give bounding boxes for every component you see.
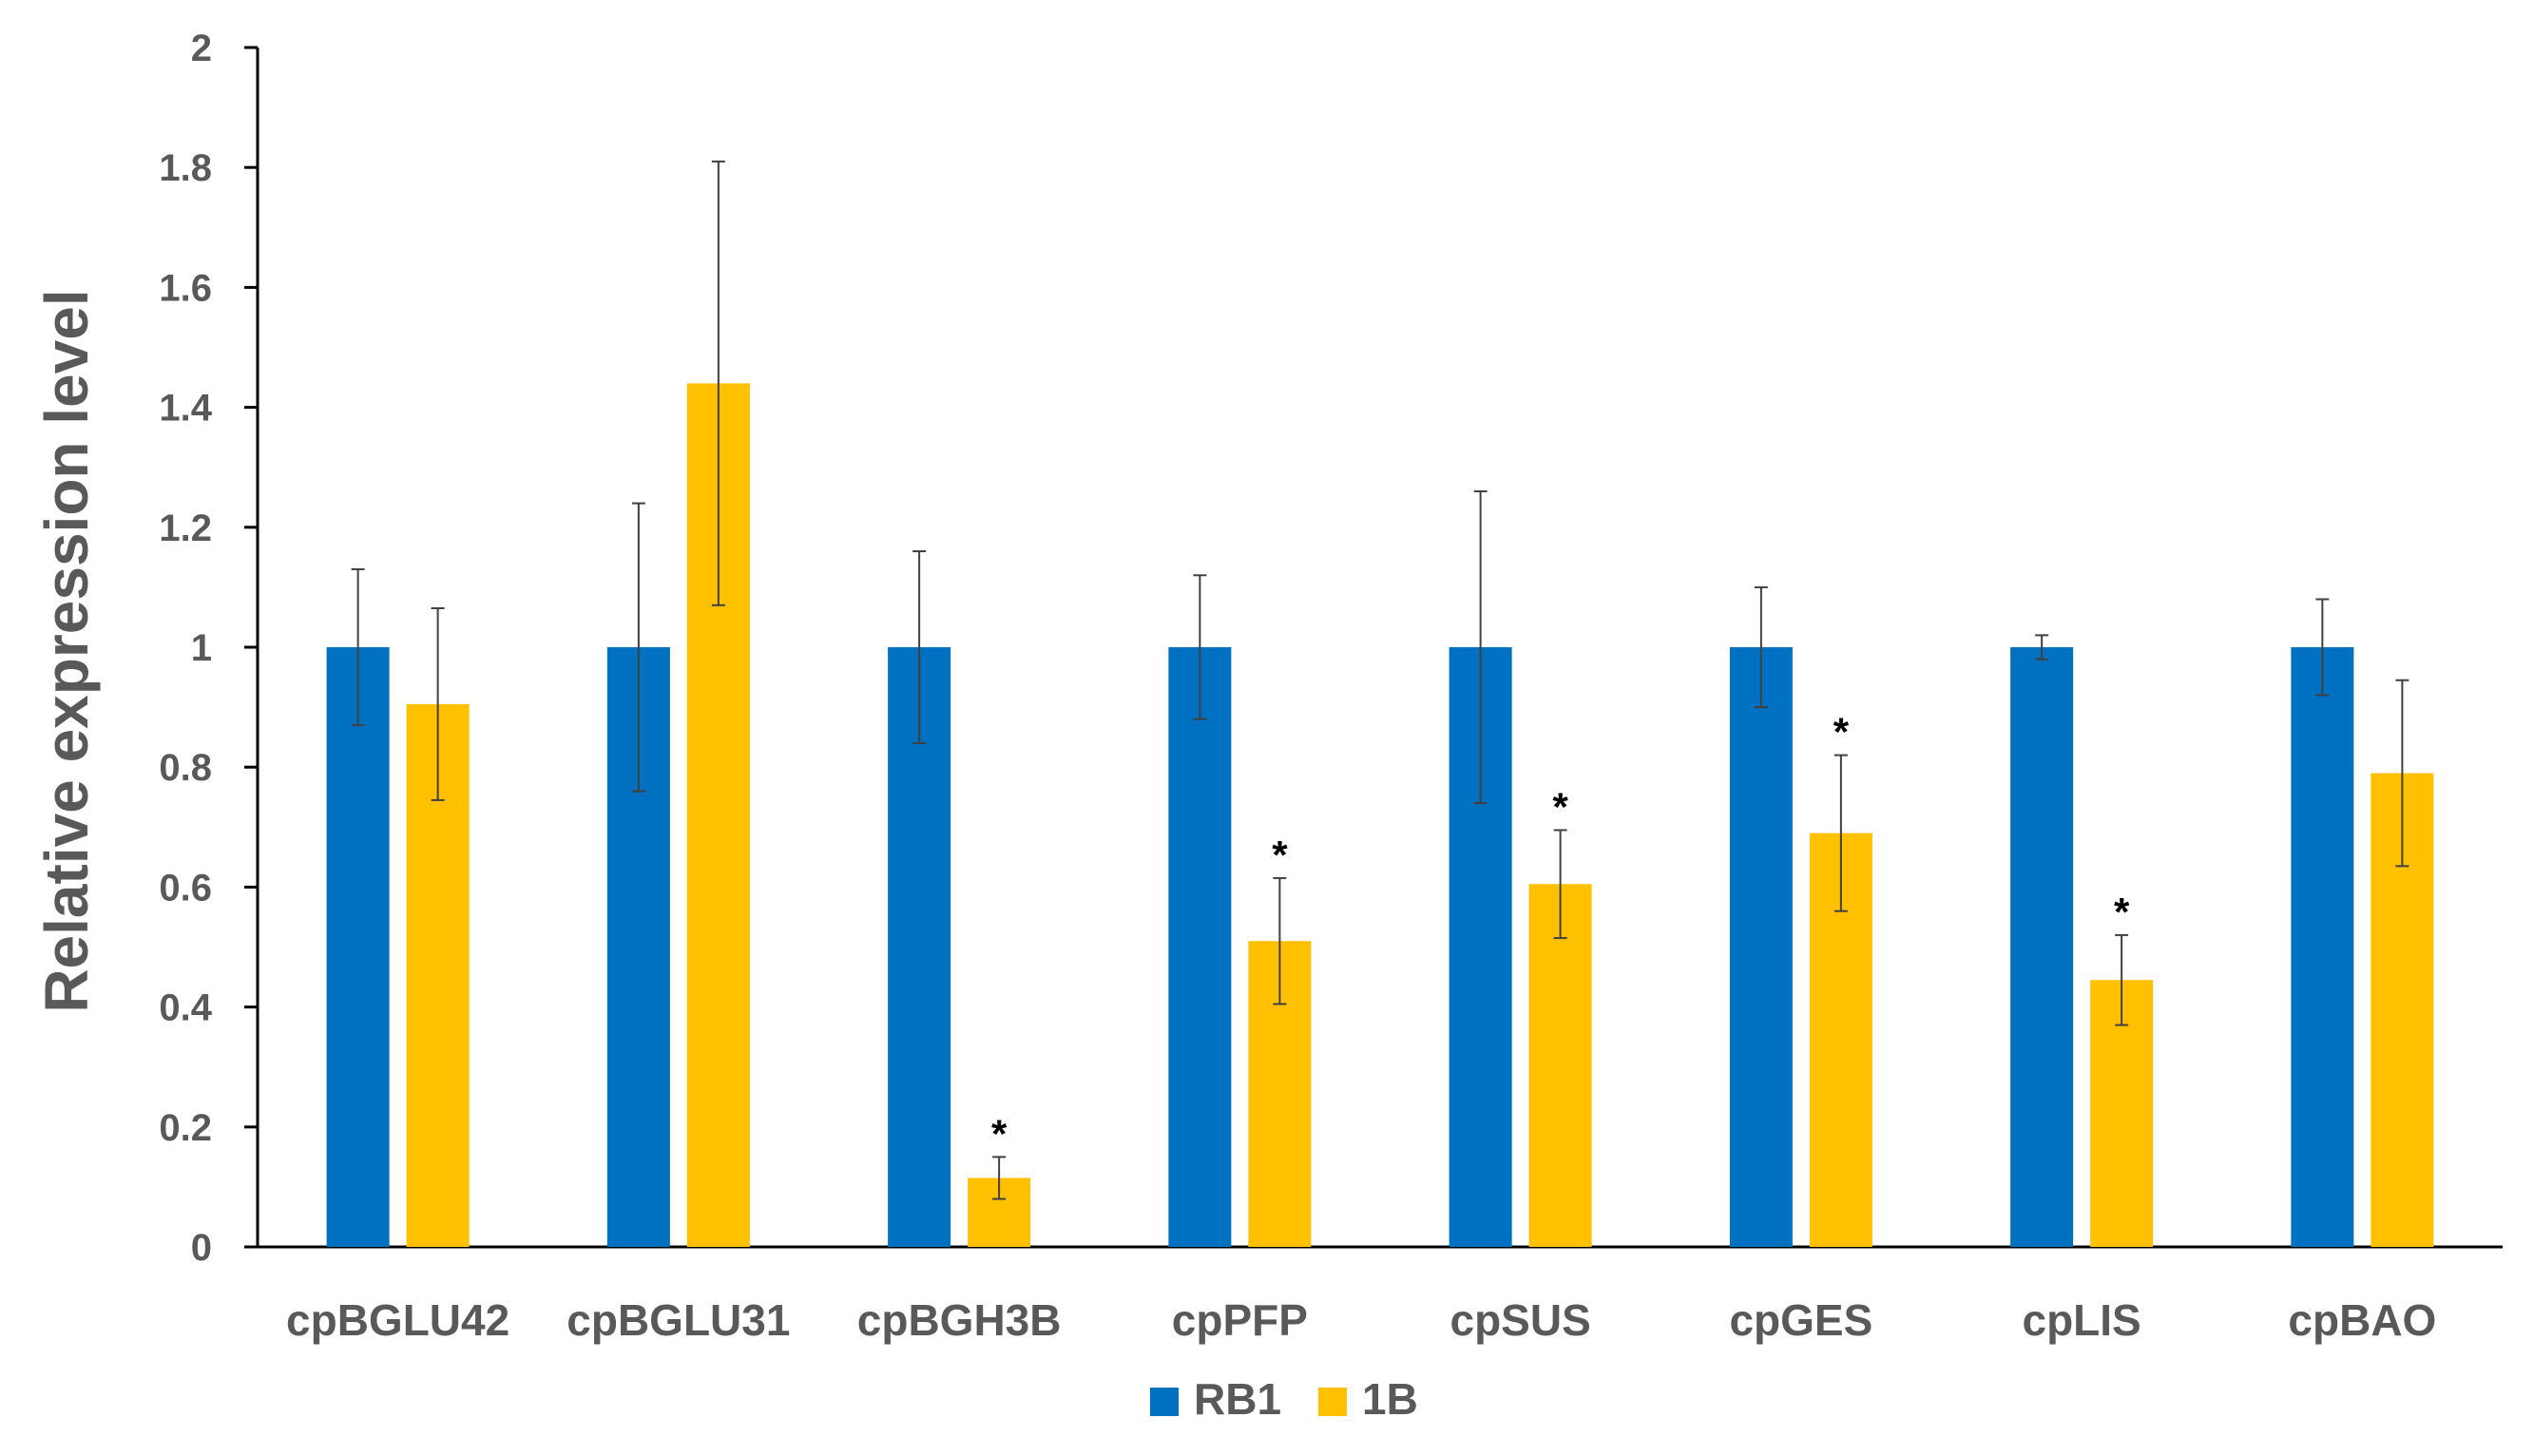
bar-RB1-cpBAO xyxy=(2291,647,2354,1247)
y-tick-label: 0 xyxy=(191,1227,212,1269)
y-tick-label: 1.6 xyxy=(159,267,212,309)
bars xyxy=(326,383,2434,1247)
y-tick-label: 1.4 xyxy=(159,388,212,430)
x-tick-label: cpBAO xyxy=(2288,1295,2436,1345)
x-tick-label: cpLIS xyxy=(2023,1295,2141,1345)
y-tick-label: 1.2 xyxy=(159,508,212,549)
bar-RB1-cpLIS xyxy=(2010,647,2074,1247)
legend: RB1 1B xyxy=(1150,1374,1418,1424)
significance-markers: * * * * * xyxy=(991,710,2130,1157)
x-tick-label: cpPFP xyxy=(1172,1295,1308,1345)
x-tick-label: cpBGH3B xyxy=(857,1295,1062,1345)
x-tick-label: cpSUS xyxy=(1449,1295,1590,1345)
x-tick-label: cpBGLU42 xyxy=(286,1295,509,1345)
bar-RB1-cpBGLU42 xyxy=(326,647,390,1247)
significance-asterisk: * xyxy=(1272,833,1288,877)
significance-asterisk: * xyxy=(2114,890,2130,934)
y-tick-label: 0.2 xyxy=(159,1107,212,1149)
bar-1B-cpSUS xyxy=(1528,884,1592,1247)
bar-RB1-cpPFP xyxy=(1168,647,1232,1247)
significance-asterisk: * xyxy=(1552,784,1568,829)
legend-swatch-1B xyxy=(1318,1388,1347,1416)
significance-asterisk: * xyxy=(1833,710,1850,755)
y-tick-label: 1 xyxy=(191,627,212,669)
legend-label: RB1 xyxy=(1194,1374,1281,1424)
y-tick-label: 0.4 xyxy=(159,987,212,1029)
error-bars xyxy=(351,160,2409,1200)
bar-RB1-cpBGH3B xyxy=(888,647,951,1247)
legend-swatch-RB1 xyxy=(1150,1388,1179,1416)
y-tick-label: 0.6 xyxy=(159,867,212,909)
y-tick-label: 1.8 xyxy=(159,147,212,189)
legend-label: 1B xyxy=(1362,1374,1418,1424)
x-axis: cpBGLU42 cpBGLU31 cpBGH3B cpPFP cpSUS cpGES cp… xyxy=(258,1245,2503,1345)
bar-RB1-cpGES xyxy=(1729,647,1793,1247)
significance-asterisk: * xyxy=(991,1111,1008,1156)
y-tick-label: 0.8 xyxy=(159,747,212,789)
x-tick-label: cpBGLU31 xyxy=(566,1295,790,1345)
y-axis-title: Relative expression level xyxy=(32,289,101,1012)
x-tick-label: cpGES xyxy=(1729,1295,1872,1345)
y-axis: 0 0.2 0.4 0.6 0.8 1 1.2 1.4 1.6 1.8 2 xyxy=(159,28,259,1269)
y-tick-label: 2 xyxy=(191,28,212,69)
